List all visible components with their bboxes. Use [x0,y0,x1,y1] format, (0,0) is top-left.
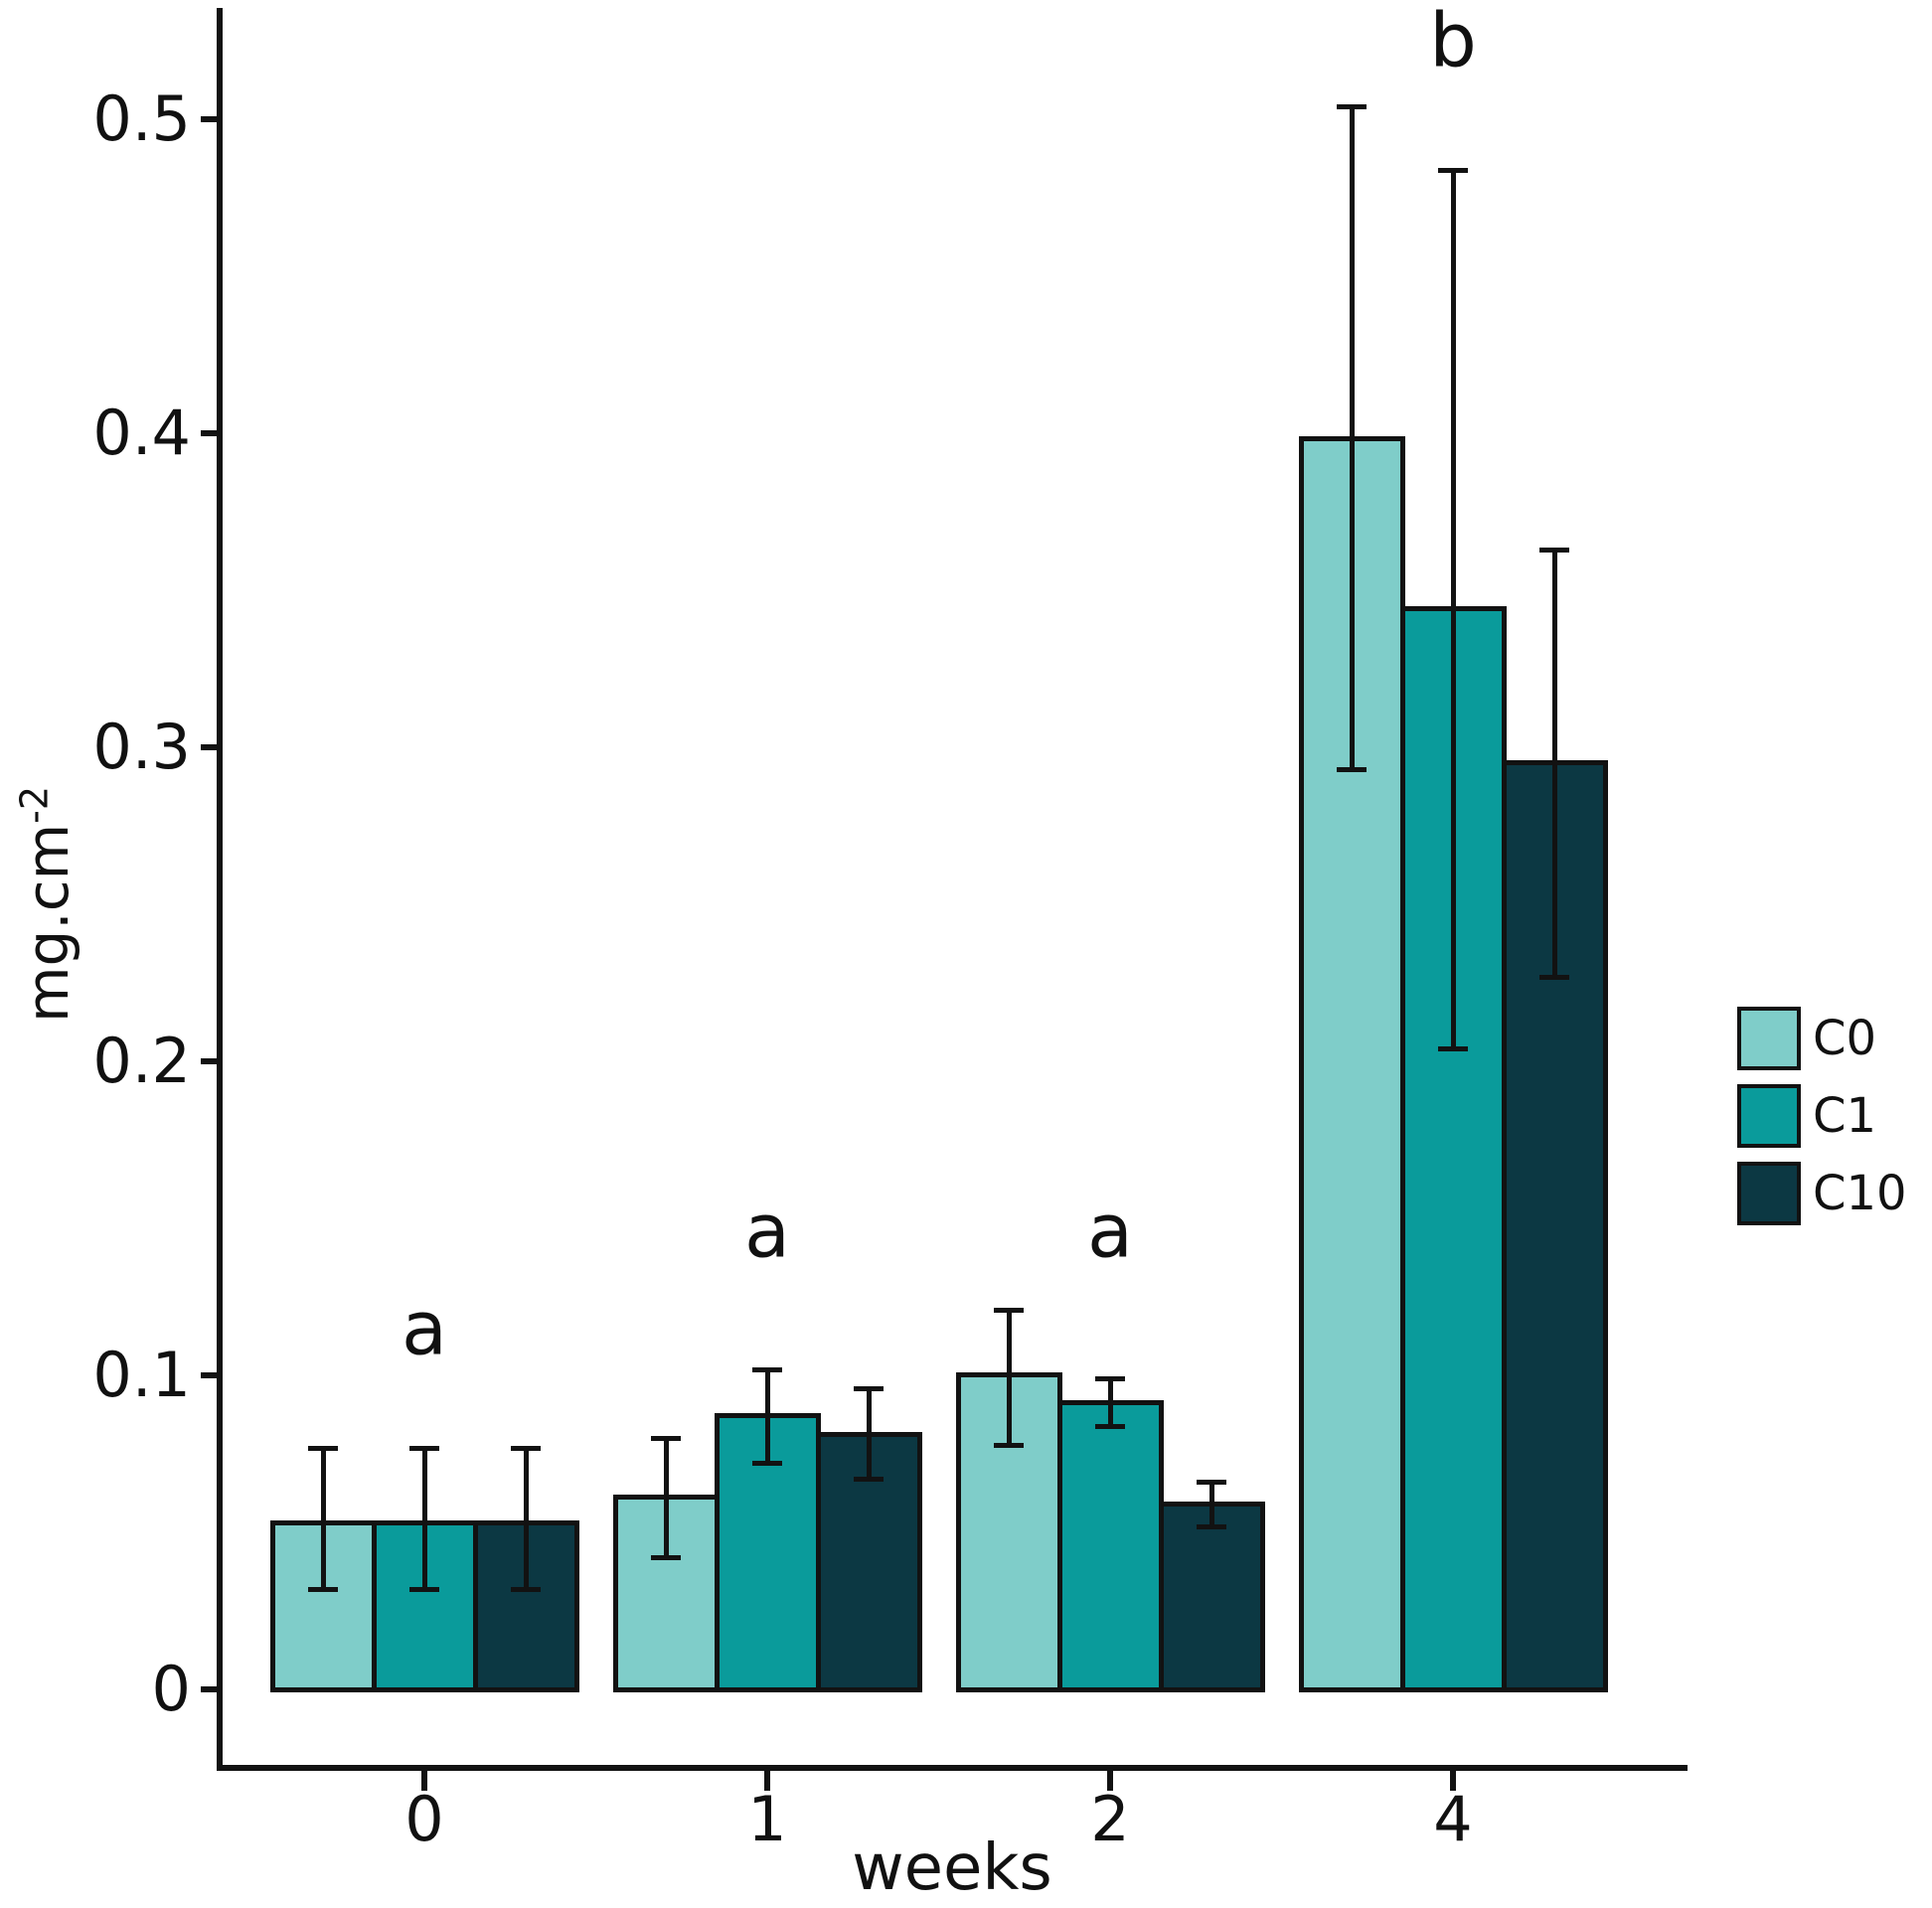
x-tick [421,1771,427,1791]
error-bar-cap-top-C10-week-2 [1197,1480,1226,1486]
x-tick-label: 0 [404,1783,444,1855]
x-tick-label: 4 [1433,1783,1473,1855]
error-bar-line-C0-week-4 [1349,106,1355,770]
error-bar-line-C10-week-2 [1208,1482,1214,1526]
y-axis-title: mg.cm-2 [13,706,81,1103]
error-bar-cap-bottom-C1-week-2 [1095,1423,1125,1429]
error-bar-cap-bottom-C0-week-4 [1337,767,1367,773]
y-axis-title-exponent: -2 [12,785,57,824]
y-axis-title-base: mg.cm [14,823,81,1024]
error-bar-cap-bottom-C1-week-0 [409,1586,439,1592]
x-axis-title: weeks [852,1831,1052,1905]
error-bar-line-C1-week-2 [1107,1378,1113,1426]
error-bar-line-C1-week-1 [764,1368,770,1464]
y-tick-label: 0.1 [92,1339,191,1411]
error-bar-line-C0-week-1 [663,1438,669,1558]
y-tick [201,1686,217,1692]
y-tick [201,116,217,122]
y-tick-label: 0.5 [92,82,191,155]
error-bar-line-C0-week-0 [320,1447,326,1589]
x-tick [764,1771,770,1791]
error-bar-cap-top-C0-week-0 [308,1445,338,1451]
error-bar-cap-bottom-C10-week-4 [1539,974,1569,980]
error-bar-cap-top-C1-week-1 [752,1366,782,1372]
bar-C1-week-2 [1056,1400,1164,1692]
x-tick-label: 1 [747,1783,787,1855]
error-bar-cap-bottom-C10-week-2 [1197,1523,1226,1529]
error-bar-line-C0-week-2 [1006,1309,1012,1445]
error-bar-cap-bottom-C10-week-0 [511,1586,541,1592]
legend-label-C1: C1 [1813,1088,1877,1144]
significance-label-week-0: a [402,1284,447,1372]
error-bar-cap-top-C10-week-1 [854,1385,884,1391]
error-bar-cap-bottom-C0-week-0 [308,1586,338,1592]
y-tick [201,430,217,436]
error-bar-line-C10-week-4 [1551,549,1557,977]
error-bar-cap-top-C0-week-1 [651,1436,681,1442]
legend-label-C0: C0 [1813,1011,1877,1066]
error-bar-cap-bottom-C10-week-1 [854,1477,884,1483]
bar-C10-week-2 [1158,1501,1265,1692]
x-axis-line [217,1765,1688,1771]
error-bar-line-C10-week-0 [523,1447,529,1589]
error-bar-cap-bottom-C1-week-4 [1438,1046,1468,1052]
x-tick [1450,1771,1456,1791]
legend-swatch-C1 [1737,1084,1801,1148]
error-bar-cap-top-C10-week-0 [511,1445,541,1451]
y-tick [201,744,217,750]
significance-label-week-1: a [744,1187,790,1275]
legend-swatch-C0 [1737,1007,1801,1070]
y-tick [201,1058,217,1064]
error-bar-cap-top-C1-week-4 [1438,167,1468,173]
y-tick-label: 0.4 [92,397,191,469]
x-tick-label: 2 [1090,1783,1130,1855]
error-bar-line-C1-week-4 [1450,169,1456,1049]
y-tick [201,1372,217,1378]
y-axis-line [217,8,223,1771]
x-tick [1107,1771,1113,1791]
legend-swatch-C10 [1737,1162,1801,1225]
error-bar-cap-bottom-C0-week-1 [651,1555,681,1561]
legend-label-C10: C10 [1813,1166,1907,1221]
error-bar-cap-top-C10-week-4 [1539,547,1569,553]
error-bar-line-C10-week-1 [866,1387,872,1480]
significance-label-week-4: b [1429,0,1477,84]
error-bar-cap-top-C0-week-4 [1337,104,1367,110]
error-bar-cap-top-C0-week-2 [994,1307,1024,1313]
y-tick-label: 0.3 [92,711,191,783]
error-bar-cap-bottom-C0-week-2 [994,1442,1024,1448]
error-bar-line-C1-week-0 [421,1447,427,1589]
y-tick-label: 0 [151,1653,191,1725]
error-bar-cap-top-C1-week-0 [409,1445,439,1451]
error-bar-cap-bottom-C1-week-1 [752,1461,782,1467]
y-tick-label: 0.2 [92,1025,191,1097]
significance-label-week-2: a [1087,1187,1133,1275]
error-bar-cap-top-C1-week-2 [1095,1376,1125,1382]
